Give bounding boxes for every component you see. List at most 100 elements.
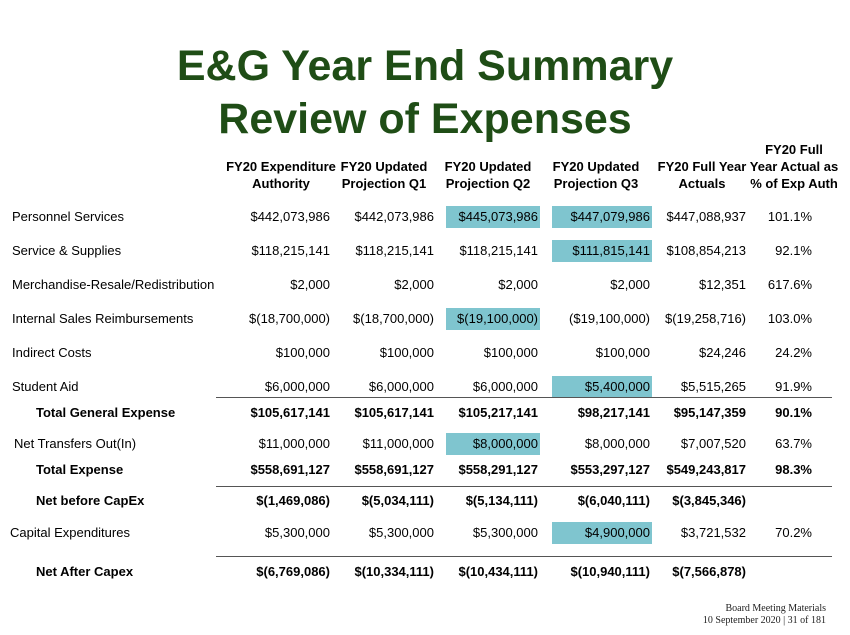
column-header-line: FY20 Full Year <box>657 159 747 174</box>
column-header-authority: FY20 Expenditure Authority <box>218 158 344 192</box>
footer: Board Meeting Materials 10 September 202… <box>703 603 826 627</box>
table-cell: $5,515,265 <box>680 379 746 394</box>
table-cell: $24,246 <box>699 345 746 360</box>
table-cell-highlighted: $4,900,000 <box>552 522 652 544</box>
table-cell: $3,721,532 <box>680 525 746 540</box>
column-header-line: FY20 Updated <box>340 159 428 174</box>
table-cell: 63.7% <box>775 436 812 451</box>
footer-line: Board Meeting Materials <box>725 603 826 614</box>
column-header-q3: FY20 Updated Projection Q3 <box>546 158 646 192</box>
row-label: Student Aid <box>12 379 79 394</box>
table-cell: $(10,334,111) <box>354 564 434 579</box>
table-cell: $100,000 <box>275 345 330 360</box>
row-label: Total General Expense <box>36 405 176 420</box>
table-row: Capital Expenditures $5,300,000 $5,300,0… <box>0 521 850 545</box>
table-cell: $2,000 <box>610 277 650 292</box>
table-row: Student Aid $6,000,000 $6,000,000 $6,000… <box>0 375 850 399</box>
table-cell: $(5,134,111) <box>465 493 538 508</box>
table-cell: $558,291,127 <box>458 462 538 477</box>
table-cell: 98.3% <box>775 462 812 477</box>
table-cell: $558,691,127 <box>250 462 330 477</box>
row-label: Merchandise-Resale/Redistribution <box>12 277 215 292</box>
table-cell: $2,000 <box>498 277 538 292</box>
row-label: Service & Supplies <box>12 243 122 258</box>
table-cell: $11,000,000 <box>258 436 330 451</box>
table-cell: 90.1% <box>775 405 812 420</box>
table-cell: $(6,769,086) <box>256 564 330 579</box>
table-cell: $(5,034,111) <box>361 493 434 508</box>
table-cell: $108,854,213 <box>666 243 746 258</box>
table-cell: 91.9% <box>775 379 812 394</box>
table-cell: 101.1% <box>767 209 812 224</box>
column-header-line: FY20 Updated <box>444 159 532 174</box>
column-header-line: FY20 Expenditure <box>226 159 336 174</box>
page-title-line-2: Review of Expenses <box>218 95 632 143</box>
table-cell: $105,617,141 <box>250 405 330 420</box>
table-cell: $5,300,000 <box>264 525 330 540</box>
table-cell: ($19,100,000) <box>569 311 650 326</box>
table-cell: $100,000 <box>483 345 538 360</box>
table-cell-highlighted: $8,000,000 <box>446 433 540 455</box>
row-label: Capital Expenditures <box>10 525 130 540</box>
table-row: Internal Sales Reimbursements $(18,700,0… <box>0 307 850 331</box>
table-cell: $5,300,000 <box>368 525 434 540</box>
column-header-line: Projection Q2 <box>445 176 531 191</box>
table-cell: $(3,845,346) <box>672 493 746 508</box>
table-cell-highlighted: $445,073,986 <box>446 206 540 228</box>
table-cell: $(7,566,878) <box>672 564 746 579</box>
page-title-line-1: E&G Year End Summary <box>176 42 674 90</box>
table-cell: $8,000,000 <box>584 436 650 451</box>
table-cell: $5,300,000 <box>472 525 538 540</box>
row-label: Internal Sales Reimbursements <box>12 311 194 326</box>
table-cell <box>758 490 814 512</box>
table-cell: $447,088,937 <box>666 209 746 224</box>
row-label: Net before CapEx <box>36 493 145 508</box>
column-header-line: Actuals <box>678 176 726 191</box>
column-header-line: Projection Q1 <box>341 176 427 191</box>
column-header-line: Projection Q3 <box>553 176 639 191</box>
footer-line: 10 September 2020 | 31 of 181 <box>702 615 826 626</box>
table-cell: $2,000 <box>290 277 330 292</box>
table-cell: $118,215,141 <box>251 243 330 258</box>
table-cell: $100,000 <box>379 345 434 360</box>
row-label: Indirect Costs <box>12 345 92 360</box>
table-cell: $6,000,000 <box>472 379 538 394</box>
column-header-line: FY20 Full <box>765 142 823 157</box>
table-cell: $553,297,127 <box>570 462 650 477</box>
table-row: Personnel Services $442,073,986 $442,073… <box>0 205 850 229</box>
divider-line <box>216 397 832 398</box>
table-cell: $105,617,141 <box>354 405 434 420</box>
table-cell: $442,073,986 <box>250 209 330 224</box>
table-cell: $(6,040,111) <box>577 493 650 508</box>
table-cell: $105,217,141 <box>458 405 538 420</box>
table-cell-highlighted: $(19,100,000) <box>446 308 540 330</box>
table-row-total: Total Expense $558,691,127 $558,691,127 … <box>0 458 850 482</box>
table-cell: 24.2% <box>775 345 812 360</box>
row-label: Net Transfers Out(In) <box>14 436 137 451</box>
column-header-pct-of-auth: FY20 Full Year Actual as % of Exp Auth <box>744 141 844 192</box>
column-header-q1: FY20 Updated Projection Q1 <box>336 158 432 192</box>
table-cell: $2,000 <box>394 277 434 292</box>
table-cell: $100,000 <box>595 345 650 360</box>
column-header-line: FY20 Updated <box>552 159 640 174</box>
table-row-total: Total General Expense $105,617,141 $105,… <box>0 401 850 425</box>
table-cell-highlighted: $111,815,141 <box>552 240 652 262</box>
table-cell <box>758 561 814 583</box>
table-cell: $98,217,141 <box>577 405 650 420</box>
table-cell: $(19,258,716) <box>665 311 746 326</box>
table-row-total: Net After Capex $(6,769,086) $(10,334,11… <box>0 560 850 584</box>
divider-line <box>216 486 832 487</box>
table-cell: $(1,469,086) <box>256 493 330 508</box>
table-cell: $11,000,000 <box>362 436 434 451</box>
table-row: Net Transfers Out(In) $11,000,000 $11,00… <box>0 432 850 456</box>
table-cell-highlighted: $447,079,986 <box>552 206 652 228</box>
table-cell: $442,073,986 <box>354 209 434 224</box>
table-cell: $(18,700,000) <box>353 311 434 326</box>
table-cell: $95,147,359 <box>673 405 746 420</box>
table-cell: $6,000,000 <box>264 379 330 394</box>
table-cell: 70.2% <box>775 525 812 540</box>
row-label: Personnel Services <box>12 209 124 224</box>
table-row: Indirect Costs $100,000 $100,000 $100,00… <box>0 341 850 365</box>
table-cell: $549,243,817 <box>666 462 746 477</box>
table-row-total: Net before CapEx $(1,469,086) $(5,034,11… <box>0 489 850 513</box>
